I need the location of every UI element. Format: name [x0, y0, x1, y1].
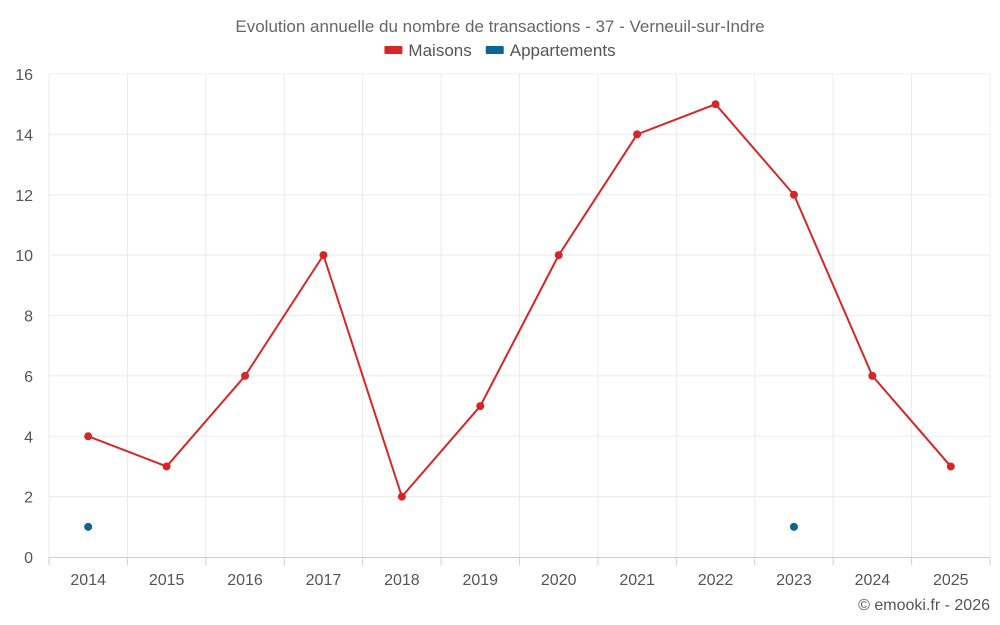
legend-swatch [485, 46, 504, 54]
data-point[interactable] [554, 251, 563, 260]
data-point[interactable] [789, 190, 798, 199]
data-point[interactable] [789, 522, 798, 531]
x-tick-label: 2016 [227, 572, 263, 589]
data-point[interactable] [84, 522, 93, 531]
data-point[interactable] [241, 371, 250, 380]
x-tick-label: 2014 [70, 572, 106, 589]
data-point[interactable] [84, 432, 93, 441]
y-tick-label: 4 [24, 429, 33, 446]
x-tick-label: 2019 [462, 572, 498, 589]
x-tick-label: 2018 [384, 572, 420, 589]
chart-title: Evolution annuelle du nombre de transact… [235, 17, 764, 36]
y-tick-label: 0 [24, 550, 33, 567]
legend-item-maisons[interactable]: Maisons [384, 41, 472, 60]
x-tick-label: 2023 [776, 572, 812, 589]
y-tick-label: 16 [15, 67, 33, 84]
series-layer [84, 100, 955, 531]
x-tick-label: 2015 [149, 572, 185, 589]
data-point[interactable] [946, 462, 955, 471]
x-tick-label: 2021 [619, 572, 655, 589]
legend: Maisons Appartements [384, 41, 616, 60]
data-point[interactable] [397, 492, 406, 501]
legend-swatch [384, 46, 403, 54]
legend-label: Maisons [408, 41, 471, 60]
y-axis: 0 2 4 6 8 10 12 14 16 [15, 67, 33, 567]
x-tick-label: 2020 [541, 572, 577, 589]
y-tick-label: 12 [15, 188, 33, 205]
series-appartements [84, 522, 798, 531]
data-point[interactable] [162, 462, 171, 471]
data-point[interactable] [633, 130, 642, 139]
data-point[interactable] [476, 402, 485, 411]
data-point[interactable] [711, 100, 720, 109]
series-line [87, 103, 952, 498]
y-tick-label: 6 [24, 369, 33, 386]
data-point[interactable] [868, 371, 877, 380]
series-maisons [84, 100, 955, 501]
legend-label: Appartements [510, 41, 616, 60]
y-tick-label: 10 [15, 248, 33, 265]
grid [48, 73, 991, 557]
y-tick-label: 2 [24, 490, 33, 507]
credit-text: © emooki.fr - 2026 [858, 597, 990, 614]
x-tick-label: 2017 [306, 572, 342, 589]
legend-item-appartements[interactable]: Appartements [485, 41, 616, 60]
y-tick-label: 8 [24, 309, 33, 326]
x-tick-label: 2025 [933, 572, 969, 589]
x-tick-label: 2022 [698, 572, 734, 589]
x-tick-label: 2024 [855, 572, 891, 589]
data-point[interactable] [319, 251, 328, 260]
y-tick-label: 14 [15, 127, 33, 144]
x-axis: 2014 2015 2016 2017 2018 2019 2020 2021 2022 2023… [48, 557, 991, 589]
